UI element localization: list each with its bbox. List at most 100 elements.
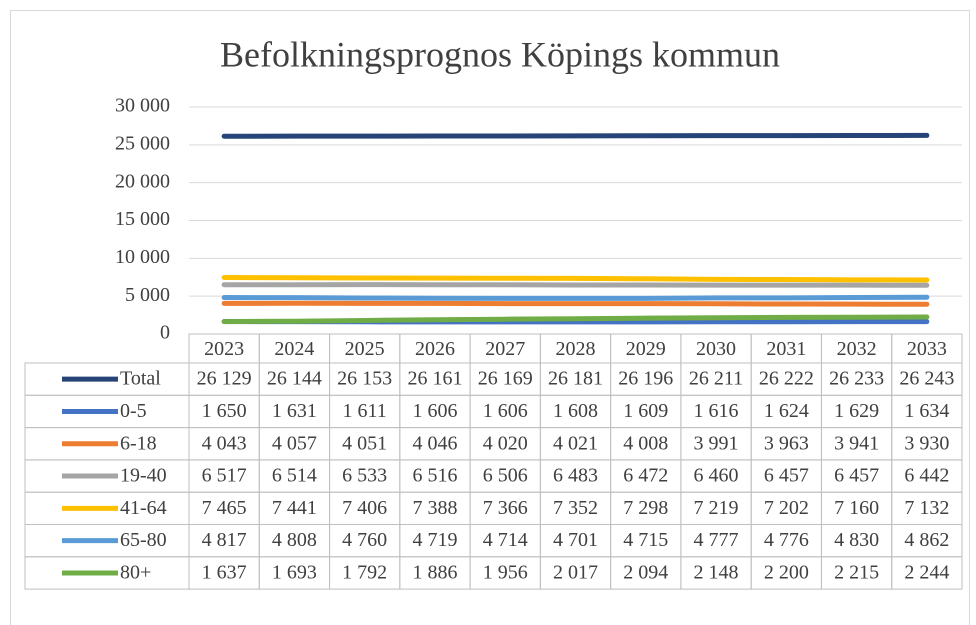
table-value: 6 514 [272, 465, 317, 487]
table-value: 7 219 [694, 497, 739, 519]
table-value: 1 616 [694, 400, 739, 422]
y-tick-label: 10 000 [115, 246, 170, 268]
table-value: 4 808 [272, 529, 317, 551]
series-line [221, 314, 930, 325]
table-value: 1 956 [483, 562, 528, 584]
table-value: 1 606 [483, 400, 528, 422]
y-tick-label: 5 000 [125, 284, 170, 306]
table-value: 6 442 [904, 465, 949, 487]
series-line [221, 294, 930, 301]
table-value: 6 533 [342, 465, 387, 487]
table-value: 26 153 [337, 368, 392, 390]
table-value: 3 963 [764, 432, 809, 454]
y-tick-label: 30 000 [115, 95, 170, 117]
table-value: 26 181 [548, 368, 603, 390]
table-value: 1 886 [412, 562, 457, 584]
table-value: 3 941 [834, 432, 879, 454]
legend-label: 6-18 [120, 432, 157, 454]
table-value: 4 830 [834, 529, 879, 551]
table-value: 2 017 [553, 562, 598, 584]
table-value: 2 200 [764, 562, 809, 584]
table-value: 26 222 [759, 368, 814, 390]
table-value: 6 506 [483, 465, 528, 487]
table-value: 1 608 [553, 400, 598, 422]
x-tick-label: 2033 [907, 338, 947, 360]
x-tick-label: 2024 [274, 338, 314, 360]
table-value: 26 144 [267, 368, 322, 390]
table-value: 26 211 [689, 368, 743, 390]
table-value: 1 611 [343, 400, 387, 422]
y-tick-label: 15 000 [115, 208, 170, 230]
x-tick-label: 2027 [485, 338, 525, 360]
table-value: 1 609 [623, 400, 668, 422]
table-value: 4 046 [412, 432, 457, 454]
table-value: 1 629 [834, 400, 879, 422]
table-value: 4 760 [342, 529, 387, 551]
table-value: 4 020 [483, 432, 528, 454]
x-tick-label: 2026 [415, 338, 455, 360]
table-value: 7 465 [202, 497, 247, 519]
table-cell [891, 556, 963, 590]
table-value: 1 693 [272, 562, 317, 584]
legend-label: 19-40 [120, 465, 167, 487]
table-value: 26 169 [478, 368, 533, 390]
table-value: 7 202 [764, 497, 809, 519]
table-value: 26 233 [829, 368, 884, 390]
x-tick-label: 2028 [556, 338, 596, 360]
legend-label: 0-5 [120, 400, 147, 422]
table-value: 1 606 [412, 400, 457, 422]
table-value: 4 862 [904, 529, 949, 551]
x-tick-label: 2025 [345, 338, 385, 360]
table-value: 7 366 [483, 497, 528, 519]
table-value: 7 388 [412, 497, 457, 519]
x-tick-label: 2032 [837, 338, 877, 360]
table-value: 6 457 [764, 465, 809, 487]
table-value: 4 776 [764, 529, 809, 551]
table-value: 4 817 [202, 529, 247, 551]
table-value: 6 472 [623, 465, 668, 487]
table-value: 3 991 [694, 432, 739, 454]
table-value: 7 352 [553, 497, 598, 519]
table-value: 26 161 [407, 368, 462, 390]
table-value: 6 460 [694, 465, 739, 487]
series-line [221, 275, 930, 283]
table-value: 4 714 [483, 529, 528, 551]
table-value: 6 517 [202, 465, 247, 487]
table-value: 3 930 [904, 432, 949, 454]
x-tick-label: 2029 [626, 338, 666, 360]
table-value: 2 148 [694, 562, 739, 584]
table-value: 4 057 [272, 432, 317, 454]
table-value: 6 483 [553, 465, 598, 487]
table-value: 2 215 [834, 562, 879, 584]
x-tick-label: 2023 [204, 338, 244, 360]
y-tick-label: 20 000 [115, 170, 170, 192]
table-value: 6 516 [412, 465, 457, 487]
x-tick-label: 2030 [696, 338, 736, 360]
y-tick-label: 25 000 [115, 132, 170, 154]
table-value: 4 008 [623, 432, 668, 454]
table-value: 6 457 [834, 465, 879, 487]
table-value: 4 043 [202, 432, 247, 454]
legend-label: 41-64 [120, 497, 167, 519]
x-tick-label: 2031 [766, 338, 806, 360]
legend-label: 65-80 [120, 529, 167, 551]
table-value: 1 650 [202, 400, 247, 422]
chart-title: Befolkningsprognos Köpings kommun [220, 34, 780, 74]
table-value: 2 244 [904, 562, 949, 584]
table-value: 1 792 [342, 562, 387, 584]
table-value: 1 637 [202, 562, 247, 584]
table-value: 26 196 [618, 368, 673, 390]
table-value: 7 298 [623, 497, 668, 519]
series-line [221, 300, 930, 307]
table-value: 7 441 [272, 497, 317, 519]
table-value: 4 715 [623, 529, 668, 551]
table-value: 2 094 [623, 562, 668, 584]
series-line [221, 132, 930, 139]
table-value: 7 160 [834, 497, 879, 519]
table-value: 1 631 [272, 400, 317, 422]
table-value: 26 243 [899, 368, 954, 390]
table-value: 4 777 [694, 529, 739, 551]
table-value: 1 624 [764, 400, 809, 422]
table-value: 7 132 [904, 497, 949, 519]
